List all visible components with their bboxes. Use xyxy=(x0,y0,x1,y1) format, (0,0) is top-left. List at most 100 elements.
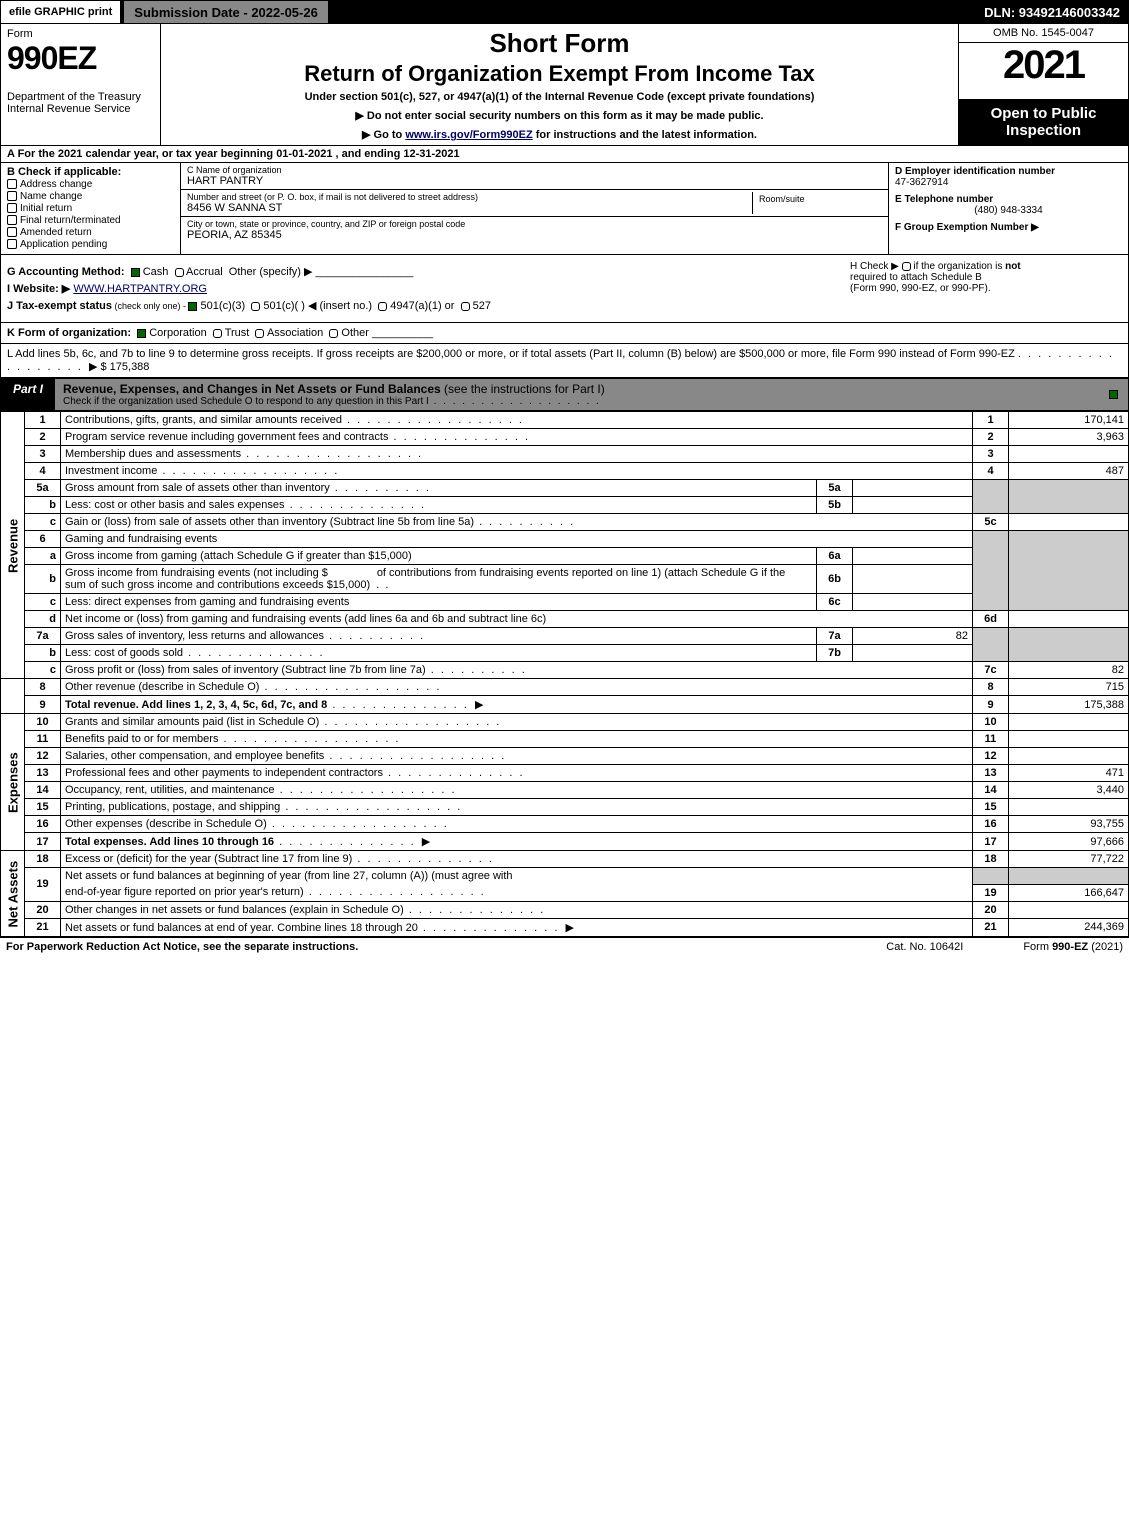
line-rval xyxy=(1009,799,1129,816)
dots-icon xyxy=(429,396,601,407)
shade-cell xyxy=(973,480,1009,514)
dln: DLN: 93492146003342 xyxy=(976,3,1128,22)
table-row: 5a Gross amount from sale of assets othe… xyxy=(1,480,1129,497)
dots-icon xyxy=(388,431,530,443)
line-num: 7a xyxy=(25,628,61,645)
line-num: b xyxy=(25,645,61,662)
line-desc: Grants and similar amounts paid (list in… xyxy=(61,714,973,731)
line-num: 17 xyxy=(25,833,61,851)
col-def: D Employer identification number 47-3627… xyxy=(888,163,1128,254)
line-num: c xyxy=(25,594,61,611)
table-row: 3 Membership dues and assessments 3 xyxy=(1,446,1129,463)
l-text: L Add lines 5b, 6c, and 7b to line 9 to … xyxy=(7,348,1015,360)
line-desc: Gross amount from sale of assets other t… xyxy=(61,480,817,497)
dept-treasury: Department of the Treasury xyxy=(7,91,154,103)
dots-icon xyxy=(324,630,425,642)
line-num: 20 xyxy=(25,901,61,918)
line-desc: Less: cost or other basis and sales expe… xyxy=(61,497,817,514)
line-num: a xyxy=(25,548,61,565)
table-row: Net Assets 18 Excess or (deficit) for th… xyxy=(1,851,1129,868)
omb-number: OMB No. 1545-0047 xyxy=(959,24,1128,43)
line-rval xyxy=(1009,714,1129,731)
line-rval: 244,369 xyxy=(1009,918,1129,936)
form-header: Form 990EZ Department of the Treasury In… xyxy=(0,24,1129,146)
j-chk2-icon xyxy=(251,302,260,311)
line-rval: 93,755 xyxy=(1009,816,1129,833)
box-val xyxy=(853,480,973,497)
footer-catno: Cat. No. 10642I xyxy=(886,941,963,953)
box-val: 82 xyxy=(853,628,973,645)
table-row: c Less: direct expenses from gaming and … xyxy=(1,594,1129,611)
k-chk2-icon xyxy=(213,329,222,338)
g-accrual: Accrual xyxy=(186,266,223,278)
j-lbl-a: J Tax-exempt status xyxy=(7,300,112,312)
line-num: b xyxy=(25,497,61,514)
table-row: b Gross income from fundraising events (… xyxy=(1,565,1129,594)
line-desc: end-of-year figure reported on prior yea… xyxy=(61,884,973,901)
revenue-vlabel: Revenue xyxy=(1,412,25,679)
section-ghij: G Accounting Method: Cash Accrual Other … xyxy=(0,255,1129,322)
dots-icon xyxy=(330,482,431,494)
line-rval: 715 xyxy=(1009,679,1129,696)
submission-date: Submission Date - 2022-05-26 xyxy=(124,1,328,23)
dots-icon xyxy=(319,716,501,728)
dots-icon xyxy=(157,465,339,477)
dots-icon xyxy=(383,767,525,779)
footer-paperwork: For Paperwork Reduction Act Notice, see … xyxy=(6,941,358,953)
e-block: E Telephone number (480) 948-3334 xyxy=(889,191,1128,219)
chk-application-pending[interactable]: Application pending xyxy=(7,239,174,250)
website-link[interactable]: WWW.HARTPANTRY.ORG xyxy=(73,283,207,295)
shade-cell xyxy=(1009,868,1129,885)
line-num: 11 xyxy=(25,731,61,748)
irs-link[interactable]: www.irs.gov/Form990EZ xyxy=(405,129,532,141)
j-o2: 501(c)( ) ◀ (insert no.) xyxy=(263,300,372,312)
top-bar: efile GRAPHIC print Submission Date - 20… xyxy=(0,0,1129,24)
chk-address-change[interactable]: Address change xyxy=(7,179,174,190)
line-rnum: 1 xyxy=(973,412,1009,429)
line-rval: 170,141 xyxy=(1009,412,1129,429)
line-desc: Gain or (loss) from sale of assets other… xyxy=(61,514,973,531)
chk-final-return[interactable]: Final return/terminated xyxy=(7,215,174,226)
table-row: 16 Other expenses (describe in Schedule … xyxy=(1,816,1129,833)
i-lbl: I Website: ▶ xyxy=(7,283,70,295)
col-b-checkboxes: B Check if applicable: Address change Na… xyxy=(1,163,181,254)
table-row: end-of-year figure reported on prior yea… xyxy=(1,884,1129,901)
part1-header: Part I Revenue, Expenses, and Changes in… xyxy=(0,378,1129,411)
table-row: 15 Printing, publications, postage, and … xyxy=(1,799,1129,816)
line-rnum: 14 xyxy=(973,782,1009,799)
blank-vlabel xyxy=(1,679,25,714)
dots-icon xyxy=(327,699,469,711)
line-num: 14 xyxy=(25,782,61,799)
table-row: Revenue 1 Contributions, gifts, grants, … xyxy=(1,412,1129,429)
table-row: 12 Salaries, other compensation, and emp… xyxy=(1,748,1129,765)
chk-accrual-icon xyxy=(175,268,184,277)
row-j: J Tax-exempt status (check only one) - 5… xyxy=(7,299,842,312)
h-l2: required to attach Schedule B xyxy=(850,272,982,283)
header-right: OMB No. 1545-0047 2021 Open to Public In… xyxy=(958,24,1128,145)
line-rnum: 17 xyxy=(973,833,1009,851)
table-row: 17 Total expenses. Add lines 10 through … xyxy=(1,833,1129,851)
k-o1: Corporation xyxy=(149,327,206,339)
dots-icon xyxy=(404,904,546,916)
line-desc: Net income or (loss) from gaming and fun… xyxy=(61,611,973,628)
line-rnum: 15 xyxy=(973,799,1009,816)
line-rnum: 18 xyxy=(973,851,1009,868)
table-row: 14 Occupancy, rent, utilities, and maint… xyxy=(1,782,1129,799)
goto-pre: ▶ Go to xyxy=(362,129,405,141)
line-rnum: 10 xyxy=(973,714,1009,731)
chk-initial-return[interactable]: Initial return xyxy=(7,203,174,214)
chk-name-change[interactable]: Name change xyxy=(7,191,174,202)
check-icon xyxy=(1109,390,1118,399)
line-desc: Other revenue (describe in Schedule O) xyxy=(61,679,973,696)
chk-amended-return[interactable]: Amended return xyxy=(7,227,174,238)
c-street-lbl: Number and street (or P. O. box, if mail… xyxy=(187,192,752,202)
line-rval xyxy=(1009,731,1129,748)
line-num: 21 xyxy=(25,918,61,936)
line-desc: Total expenses. Add lines 10 through 16 … xyxy=(61,833,973,851)
k-lbl: K Form of organization: xyxy=(7,327,131,339)
f-lbl: F Group Exemption Number ▶ xyxy=(895,222,1039,233)
table-row: 4 Investment income 4 487 xyxy=(1,463,1129,480)
line-desc: Gaming and fundraising events xyxy=(61,531,973,548)
footer-formno: Form 990-EZ (2021) xyxy=(1023,941,1123,953)
dots-icon xyxy=(304,886,486,898)
